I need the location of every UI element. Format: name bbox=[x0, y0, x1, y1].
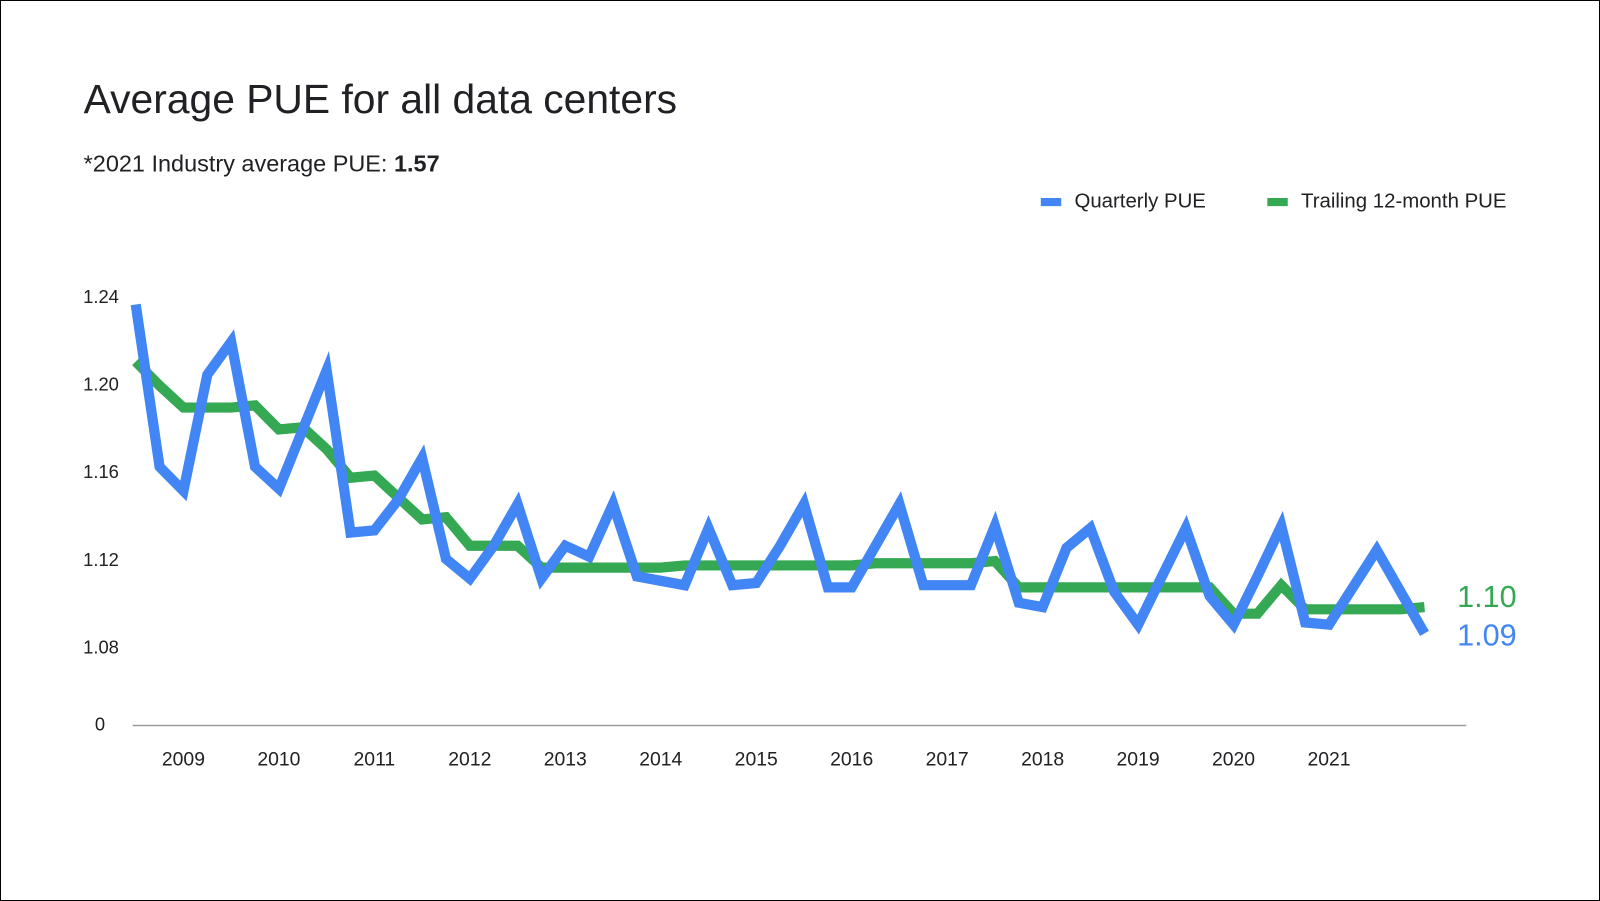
x-tick-label: 2015 bbox=[735, 748, 778, 770]
x-tick-label: 2021 bbox=[1307, 748, 1350, 770]
y-tick-label: 1.20 bbox=[83, 374, 119, 395]
end-value-label: 1.09 bbox=[1457, 619, 1517, 653]
x-tick-label: 2020 bbox=[1212, 748, 1255, 770]
series-line bbox=[130, 303, 1429, 636]
subtitle-value: 1.57 bbox=[394, 151, 440, 177]
x-tick-label: 2019 bbox=[1117, 748, 1160, 770]
subtitle-text: *2021 Industry average PUE: bbox=[84, 151, 388, 177]
end-value-label: 1.10 bbox=[1457, 580, 1517, 614]
x-tick-label: 2009 bbox=[162, 748, 205, 770]
y-tick-label: 1.16 bbox=[83, 461, 119, 482]
x-tick-label: 2016 bbox=[830, 748, 873, 770]
y-tick-label: 1.12 bbox=[83, 549, 119, 570]
chart-title: Average PUE for all data centers bbox=[84, 76, 677, 122]
y-tick-label: 0 bbox=[95, 713, 105, 734]
y-tick-label: 1.08 bbox=[83, 637, 119, 658]
x-tick-label: 2010 bbox=[257, 748, 300, 770]
legend-label: Quarterly PUE bbox=[1074, 190, 1205, 212]
x-tick-label: 2018 bbox=[1021, 748, 1064, 770]
plot: Average PUE for all data centers *2021 I… bbox=[83, 76, 1517, 771]
x-tick-label: 2012 bbox=[448, 748, 491, 770]
y-tick-label: 1.24 bbox=[83, 286, 119, 307]
x-tick-label: 2011 bbox=[354, 748, 396, 770]
x-tick-label: 2014 bbox=[639, 748, 682, 770]
legend-label: Trailing 12-month PUE bbox=[1301, 190, 1507, 212]
x-tick-label: 2013 bbox=[544, 748, 587, 770]
subtitle: *2021 Industry average PUE: 1.57 bbox=[84, 151, 440, 177]
x-tick-label: 2017 bbox=[926, 748, 969, 770]
